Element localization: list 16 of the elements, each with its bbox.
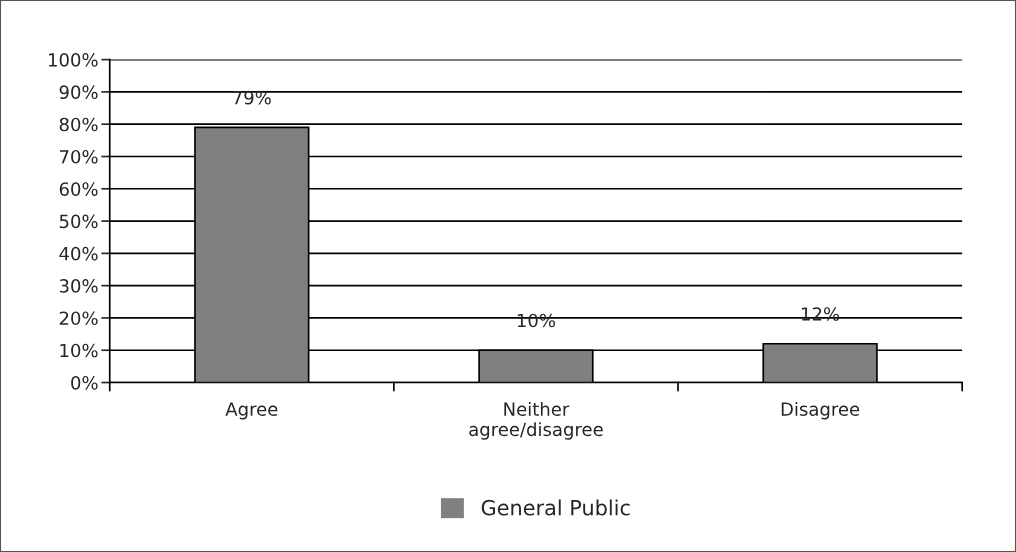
y-tick-label: 10%	[60, 343, 98, 358]
x-tick-label: Neither agree/disagree	[469, 401, 603, 440]
x-tick-label: Disagree	[781, 401, 860, 420]
y-tick-label: 0%	[71, 376, 98, 390]
y-tick-label: 40%	[59, 246, 98, 261]
y-tick-label: 90%	[59, 85, 98, 100]
y-tick-label: 30%	[59, 279, 98, 293]
y-tick-label: 60%	[59, 182, 98, 196]
y-tick-label: 80%	[59, 117, 98, 132]
y-tick-label: 100%	[48, 53, 98, 67]
data-label: 79%	[233, 90, 271, 105]
y-tick-label: 50%	[59, 214, 98, 229]
y-tick-label: 20%	[59, 311, 98, 326]
x-tick-label: Agree	[225, 402, 278, 420]
legend-label: General Public	[481, 499, 630, 516]
y-tick-label: 70%	[59, 149, 98, 164]
